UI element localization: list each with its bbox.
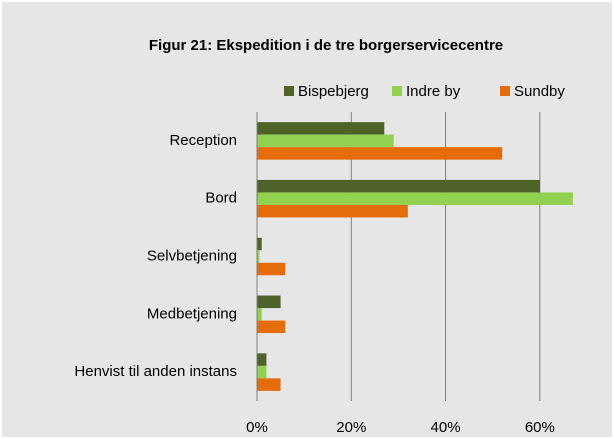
y-tick-label: Reception (169, 132, 237, 149)
bar (257, 147, 503, 160)
legend-swatch (392, 86, 402, 96)
bar (257, 365, 267, 379)
bar (257, 250, 260, 263)
bar (257, 179, 540, 193)
bar (257, 308, 262, 321)
x-tick-label: 60% (525, 419, 555, 436)
bar (257, 134, 394, 148)
y-tick-label: Bord (205, 190, 237, 207)
bar (257, 192, 573, 205)
chart-title: Figur 21: Ekspedition i de tre borgerser… (149, 37, 503, 54)
y-tick-label: Henvist til anden instans (74, 363, 237, 380)
bar (257, 204, 408, 218)
x-tick-label: 40% (431, 419, 461, 436)
legend-label: Bispebjerg (298, 83, 369, 100)
bar (257, 122, 385, 135)
legend-swatch (284, 86, 294, 96)
bar (257, 262, 286, 276)
x-tick-label: 0% (246, 419, 268, 436)
x-tick-label: 20% (336, 419, 366, 436)
bar (257, 237, 262, 251)
legend-swatch (500, 86, 510, 96)
bar (257, 295, 281, 309)
y-tick-label: Selvbetjening (147, 247, 237, 264)
y-tick-label: Medbetjening (147, 305, 237, 322)
bar (257, 378, 281, 391)
legend-label: Indre by (406, 83, 461, 100)
legend-label: Sundby (514, 83, 565, 100)
bar (257, 353, 267, 366)
bar (257, 320, 286, 334)
